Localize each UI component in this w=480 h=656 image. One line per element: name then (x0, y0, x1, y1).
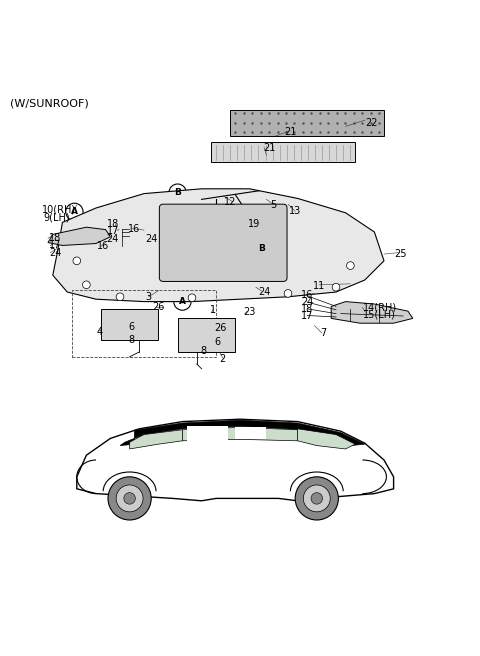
Circle shape (188, 294, 196, 302)
Text: 18: 18 (301, 304, 313, 314)
Circle shape (83, 281, 90, 289)
Circle shape (303, 485, 330, 512)
Polygon shape (120, 420, 365, 445)
Circle shape (332, 283, 340, 291)
Text: 19: 19 (248, 219, 261, 230)
FancyBboxPatch shape (211, 142, 355, 163)
Text: 18: 18 (49, 233, 61, 243)
Text: B: B (174, 188, 181, 197)
Text: A: A (71, 207, 78, 216)
Text: 14(RH): 14(RH) (363, 302, 397, 312)
Text: 9(LH): 9(LH) (44, 212, 70, 222)
Text: 10(RH): 10(RH) (42, 205, 76, 215)
Circle shape (284, 289, 292, 297)
Circle shape (116, 485, 143, 512)
FancyBboxPatch shape (159, 204, 287, 281)
Text: 24: 24 (258, 287, 270, 297)
Polygon shape (48, 227, 110, 245)
Circle shape (116, 293, 124, 300)
FancyBboxPatch shape (235, 427, 266, 440)
Text: 16: 16 (97, 241, 109, 251)
Polygon shape (77, 419, 394, 501)
Text: B: B (258, 244, 265, 253)
Text: 11: 11 (313, 281, 326, 291)
Circle shape (347, 262, 354, 270)
Text: 17: 17 (107, 226, 119, 236)
Text: 13: 13 (289, 207, 301, 216)
Text: 2: 2 (219, 354, 226, 363)
Text: 3: 3 (145, 292, 151, 302)
Text: 18: 18 (107, 219, 119, 229)
Polygon shape (240, 427, 298, 441)
Text: 24: 24 (301, 297, 313, 307)
Text: 7: 7 (320, 328, 326, 338)
Text: 6: 6 (128, 321, 134, 331)
Circle shape (295, 477, 338, 520)
FancyBboxPatch shape (178, 318, 235, 352)
Circle shape (124, 493, 135, 504)
Polygon shape (298, 429, 355, 449)
Text: 8: 8 (200, 346, 206, 356)
Polygon shape (130, 430, 182, 449)
Text: 16: 16 (128, 224, 141, 234)
Text: 16: 16 (301, 291, 313, 300)
Circle shape (108, 477, 151, 520)
Text: A: A (179, 297, 186, 306)
FancyBboxPatch shape (230, 110, 384, 136)
Text: 21: 21 (263, 142, 276, 152)
Circle shape (73, 257, 81, 264)
FancyBboxPatch shape (187, 426, 228, 441)
Text: 8: 8 (128, 335, 134, 344)
Circle shape (311, 493, 323, 504)
Text: 4: 4 (97, 327, 103, 337)
Text: 12: 12 (224, 197, 237, 207)
Text: 23: 23 (243, 307, 256, 317)
Text: 17: 17 (301, 310, 313, 321)
Polygon shape (182, 427, 240, 441)
Polygon shape (53, 189, 384, 302)
Polygon shape (331, 302, 413, 323)
Text: 17: 17 (49, 241, 61, 251)
Text: 25: 25 (395, 249, 407, 258)
FancyBboxPatch shape (101, 309, 158, 340)
Text: 26: 26 (215, 323, 227, 333)
Text: 1: 1 (210, 305, 216, 316)
Text: (W/SUNROOF): (W/SUNROOF) (10, 98, 88, 108)
Text: 21: 21 (285, 127, 297, 137)
Text: 24: 24 (49, 248, 61, 258)
Text: 5: 5 (270, 199, 276, 210)
Text: 6: 6 (215, 337, 221, 347)
Text: 15(LH): 15(LH) (363, 310, 396, 319)
Text: 22: 22 (365, 118, 377, 128)
Text: 24: 24 (145, 234, 157, 244)
Text: 26: 26 (152, 302, 165, 312)
Text: 24: 24 (107, 234, 119, 244)
